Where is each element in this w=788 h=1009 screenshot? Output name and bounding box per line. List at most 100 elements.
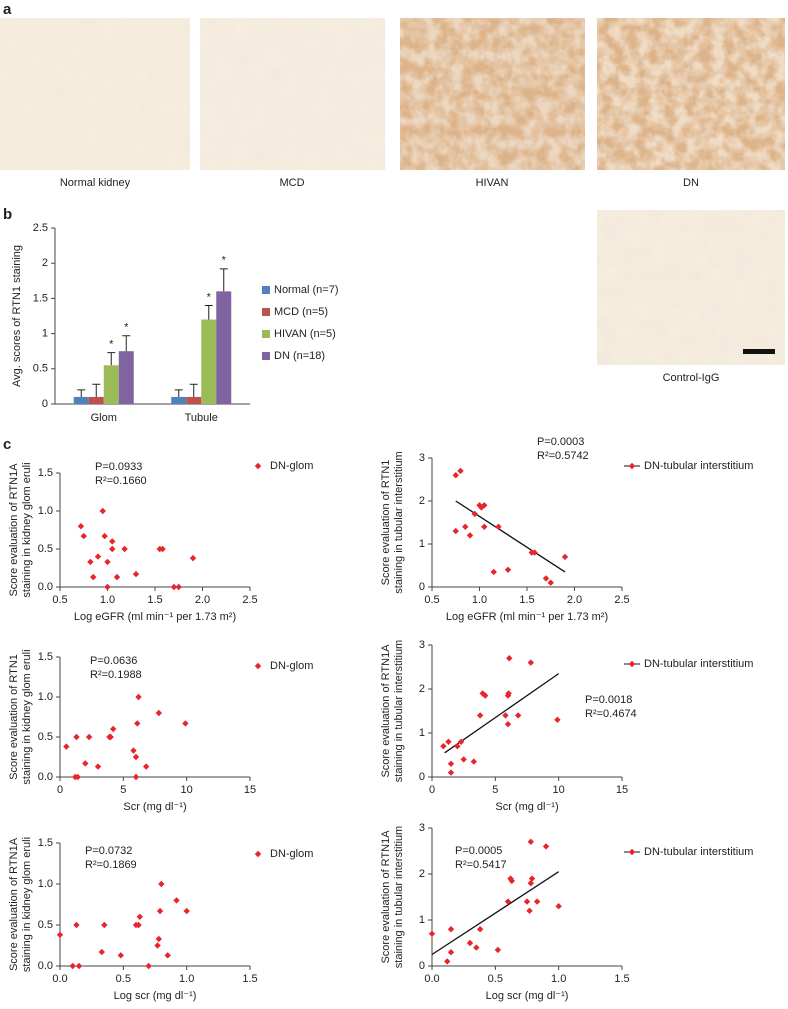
scatter-point: [87, 558, 94, 566]
error-bar: [92, 383, 101, 397]
significance-mark: *: [124, 322, 129, 334]
legend-swatch: [262, 330, 270, 338]
scatter-point: [528, 875, 536, 882]
scatter-point: [101, 921, 108, 929]
scatter-point: [447, 760, 455, 767]
scatter-point: [447, 926, 455, 933]
y-axis-label: staining in kidney glom eruli: [21, 462, 33, 597]
scatter-point: [101, 532, 108, 540]
y-axis-label: Score evaluation of RTN1A: [380, 830, 392, 964]
legend-swatch: [262, 308, 270, 316]
x-tick-label: 2.0: [195, 594, 210, 606]
x-tick-label: 1.5: [614, 973, 629, 985]
stat-label: P=0.0636: [90, 655, 137, 667]
scatter-point: [74, 773, 81, 781]
scatter-point: [73, 733, 80, 741]
scatter-point: [182, 720, 189, 727]
bar: [171, 396, 187, 404]
error-bar: [219, 268, 228, 292]
scatter-point: [454, 743, 461, 750]
y-tick-label: 1.5: [33, 292, 48, 304]
x-tick-label: 1.5: [147, 594, 162, 606]
y-tick-label: 1.0: [38, 505, 53, 517]
y-tick-label: 1: [419, 914, 425, 926]
scatter-point: [504, 898, 512, 905]
error-bar: [174, 389, 183, 397]
scatter-point: [527, 838, 534, 845]
scatter-point: [135, 921, 142, 929]
y-tick-label: 2: [419, 868, 425, 880]
y-axis-label: staining in kidney glom eruli: [21, 649, 33, 784]
x-tick-label: 0.5: [488, 973, 503, 985]
scatter-point: [531, 549, 538, 556]
bar: [88, 396, 104, 404]
x-axis-label: Scr (mg dl⁻¹): [495, 801, 558, 813]
y-tick-label: 0.5: [38, 919, 53, 931]
panel-label: a: [3, 1, 12, 18]
scatter-point: [158, 880, 165, 888]
scatter-point: [470, 758, 477, 765]
legend-label: DN-glom: [270, 660, 313, 672]
x-tick-label: 0: [57, 784, 63, 796]
y-axis-label: Score evaluation of RTN1: [8, 654, 20, 780]
y-tick-label: 1.0: [38, 878, 53, 890]
scatter-point: [490, 568, 497, 576]
scatter-point: [466, 939, 474, 947]
x-axis-label: Log eGFR (ml min⁻¹ per 1.73 m²): [74, 611, 236, 623]
scatter-point: [504, 566, 512, 573]
x-tick-label: 2.0: [567, 594, 582, 606]
scatter-point: [561, 553, 569, 561]
x-tick-label: 2.5: [242, 594, 257, 606]
x-tick-label: 0: [429, 784, 435, 796]
scatter-point: [145, 962, 152, 970]
trend-line: [444, 673, 560, 754]
x-tick-label: Glom: [91, 412, 117, 424]
scatter-point: [494, 946, 502, 954]
legend-swatch: [262, 286, 270, 294]
legend-label: DN-tubular interstitium: [644, 658, 753, 670]
scatter-point: [504, 721, 512, 728]
micrograph: [0, 18, 785, 365]
bar: [118, 351, 134, 404]
scatter-point: [156, 907, 164, 915]
stat-label: P=0.0003: [537, 436, 584, 448]
y-tick-label: 2: [419, 495, 425, 507]
y-tick-label: 1: [42, 328, 48, 340]
scatter-point: [444, 958, 451, 965]
scatter-point: [132, 570, 140, 578]
y-tick-label: 3: [419, 822, 425, 834]
bar: [103, 365, 119, 404]
x-tick-label: 1.5: [519, 594, 534, 606]
scatter-point: [523, 898, 531, 905]
x-tick-label: 1.0: [551, 973, 566, 985]
stat-label: R²=0.1869: [85, 859, 137, 871]
scatter-point: [170, 583, 178, 591]
x-axis-label: Log scr (mg dl⁻¹): [114, 990, 197, 1002]
scatter-point: [506, 655, 513, 662]
legend-label: Normal (n=7): [274, 284, 339, 296]
y-tick-label: 1: [419, 727, 425, 739]
significance-mark: *: [222, 255, 227, 267]
stat-label: R²=0.1660: [95, 475, 147, 487]
scatter-point: [175, 583, 182, 591]
trend-line: [431, 871, 560, 956]
scatter-point: [466, 532, 474, 539]
stat-label: R²=0.4674: [585, 708, 637, 720]
image-label: Normal kidney: [60, 177, 131, 189]
scatter-point: [183, 907, 190, 915]
x-tick-label: 0.0: [52, 973, 67, 985]
image-label: Control-IgG: [663, 372, 720, 384]
legend-label: HIVAN (n=5): [274, 328, 336, 340]
scatter-point: [136, 913, 143, 920]
bar: [73, 396, 89, 404]
x-tick-label: 1.0: [472, 594, 487, 606]
scatter-point: [542, 843, 550, 850]
scatter-point: [452, 527, 459, 535]
x-axis-label: Log eGFR (ml min⁻¹ per 1.73 m²): [446, 611, 608, 623]
y-tick-label: 0.5: [38, 731, 53, 743]
x-axis-label: Log scr (mg dl⁻¹): [486, 990, 569, 1002]
scatter-point: [56, 931, 64, 939]
y-tick-label: 2.5: [33, 222, 48, 234]
scatter-point: [533, 898, 541, 905]
x-tick-label: 2.5: [614, 594, 629, 606]
